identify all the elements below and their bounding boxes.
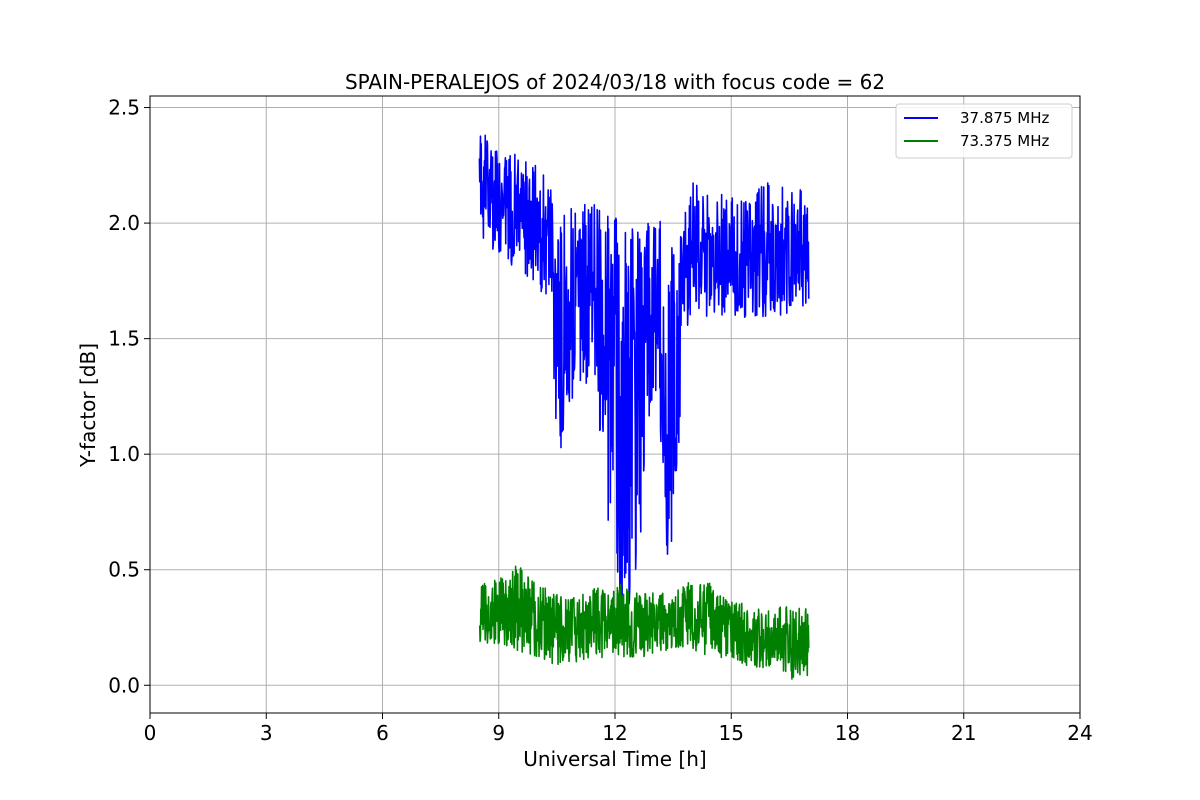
chart-title: SPAIN-PERALEJOS of 2024/03/18 with focus… [345,70,885,94]
x-tick-label: 15 [719,721,744,745]
series-line-0 [478,134,810,610]
x-tick-label: 24 [1067,721,1092,745]
x-tick-label: 0 [144,721,157,745]
legend-label-73375: 73.375 MHz [960,132,1049,150]
x-tick-label: 6 [376,721,389,745]
x-tick-label: 18 [835,721,860,745]
plot-area [149,95,1081,714]
x-axis: 0 3 6 9 12 15 18 21 24 [144,713,1093,745]
legend-box [895,103,1073,159]
y-tick-label: 0.0 [108,673,140,697]
y-axis-label: Y-factor [dB] [76,343,100,468]
y-tick-label: 1.5 [108,327,140,351]
x-axis-label: Universal Time [h] [523,747,706,771]
y-tick-label: 1.0 [108,442,140,466]
y-axis: 0.0 0.5 1.0 1.5 2.0 2.5 [108,96,150,697]
y-tick-label: 0.5 [108,558,140,582]
legend: 37.875 MHz 73.375 MHz [895,103,1073,159]
series-layer [478,134,810,680]
x-tick-label: 9 [492,721,505,745]
x-tick-label: 21 [951,721,976,745]
y-tick-label: 2.0 [108,211,140,235]
x-tick-label: 12 [602,721,627,745]
legend-label-37875: 37.875 MHz [960,109,1049,127]
series-line-1 [478,565,810,680]
y-tick-label: 2.5 [108,96,140,120]
x-tick-label: 3 [260,721,273,745]
